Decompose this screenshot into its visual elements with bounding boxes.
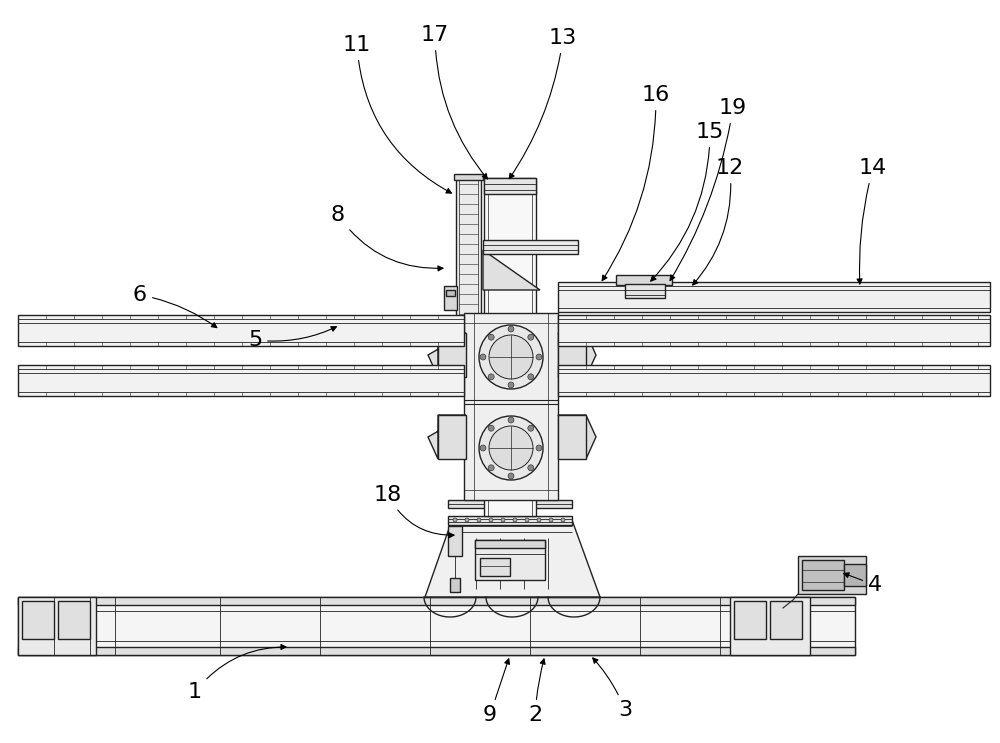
Text: 4: 4 — [844, 573, 882, 595]
Circle shape — [488, 374, 494, 380]
Bar — [448, 526, 462, 556]
Bar — [484, 178, 536, 516]
Bar — [464, 313, 558, 500]
Circle shape — [549, 518, 553, 522]
Circle shape — [488, 425, 494, 431]
Bar — [18, 597, 96, 655]
Text: 1: 1 — [188, 644, 286, 702]
Bar — [454, 174, 483, 180]
Bar — [475, 540, 545, 580]
Polygon shape — [483, 250, 540, 290]
Bar — [18, 647, 855, 655]
Bar — [480, 558, 510, 576]
Text: 13: 13 — [509, 28, 577, 178]
Circle shape — [525, 518, 529, 522]
Bar — [558, 315, 990, 346]
Bar — [18, 315, 464, 346]
Bar — [558, 365, 990, 396]
Bar — [22, 601, 54, 639]
Circle shape — [537, 518, 541, 522]
Circle shape — [488, 334, 494, 340]
Bar — [18, 597, 855, 655]
Bar — [438, 333, 466, 377]
Bar — [448, 500, 572, 508]
Circle shape — [479, 416, 543, 480]
Polygon shape — [558, 333, 596, 377]
Circle shape — [480, 354, 486, 360]
Circle shape — [528, 465, 534, 471]
Circle shape — [480, 445, 486, 451]
Circle shape — [536, 354, 542, 360]
Circle shape — [508, 417, 514, 423]
Circle shape — [477, 518, 481, 522]
Circle shape — [501, 518, 505, 522]
Bar — [483, 240, 578, 254]
Circle shape — [489, 518, 493, 522]
Bar — [58, 601, 90, 639]
Circle shape — [489, 335, 533, 379]
Circle shape — [536, 445, 542, 451]
Bar — [456, 178, 481, 316]
Text: 9: 9 — [483, 659, 510, 725]
Circle shape — [465, 518, 469, 522]
Text: 17: 17 — [421, 25, 487, 179]
Polygon shape — [425, 520, 600, 597]
Text: 11: 11 — [343, 35, 451, 193]
Bar — [844, 564, 866, 586]
Bar — [475, 540, 545, 548]
Text: 12: 12 — [693, 158, 744, 285]
Text: 19: 19 — [670, 98, 747, 281]
Polygon shape — [428, 415, 466, 459]
Polygon shape — [428, 333, 466, 377]
Bar — [770, 601, 802, 639]
Circle shape — [508, 473, 514, 479]
Circle shape — [528, 334, 534, 340]
Bar — [734, 601, 766, 639]
Text: 5: 5 — [248, 327, 336, 350]
Text: 2: 2 — [528, 659, 545, 725]
Circle shape — [488, 465, 494, 471]
Bar — [448, 516, 572, 525]
Bar — [446, 290, 455, 296]
Text: 14: 14 — [857, 158, 887, 284]
Bar — [438, 415, 466, 459]
Bar — [625, 284, 665, 298]
Bar — [802, 560, 844, 590]
Bar — [558, 282, 990, 312]
Bar — [484, 178, 536, 194]
Circle shape — [508, 326, 514, 332]
Polygon shape — [558, 415, 596, 459]
Text: 3: 3 — [593, 658, 632, 720]
Bar — [558, 333, 586, 377]
Circle shape — [513, 518, 517, 522]
Bar — [616, 275, 672, 285]
Bar — [18, 365, 464, 396]
Bar — [798, 556, 866, 594]
Circle shape — [479, 325, 543, 389]
Bar — [444, 286, 457, 310]
Bar — [450, 578, 460, 592]
Circle shape — [528, 425, 534, 431]
Bar — [730, 597, 810, 655]
Bar — [558, 415, 586, 459]
Text: 15: 15 — [651, 122, 724, 281]
Text: 18: 18 — [374, 485, 454, 538]
Text: 6: 6 — [133, 285, 217, 328]
Circle shape — [528, 374, 534, 380]
Text: 8: 8 — [331, 205, 443, 271]
Circle shape — [561, 518, 565, 522]
Bar — [18, 597, 855, 605]
Circle shape — [453, 518, 457, 522]
Text: 16: 16 — [602, 85, 670, 281]
Circle shape — [508, 382, 514, 388]
Circle shape — [489, 426, 533, 470]
